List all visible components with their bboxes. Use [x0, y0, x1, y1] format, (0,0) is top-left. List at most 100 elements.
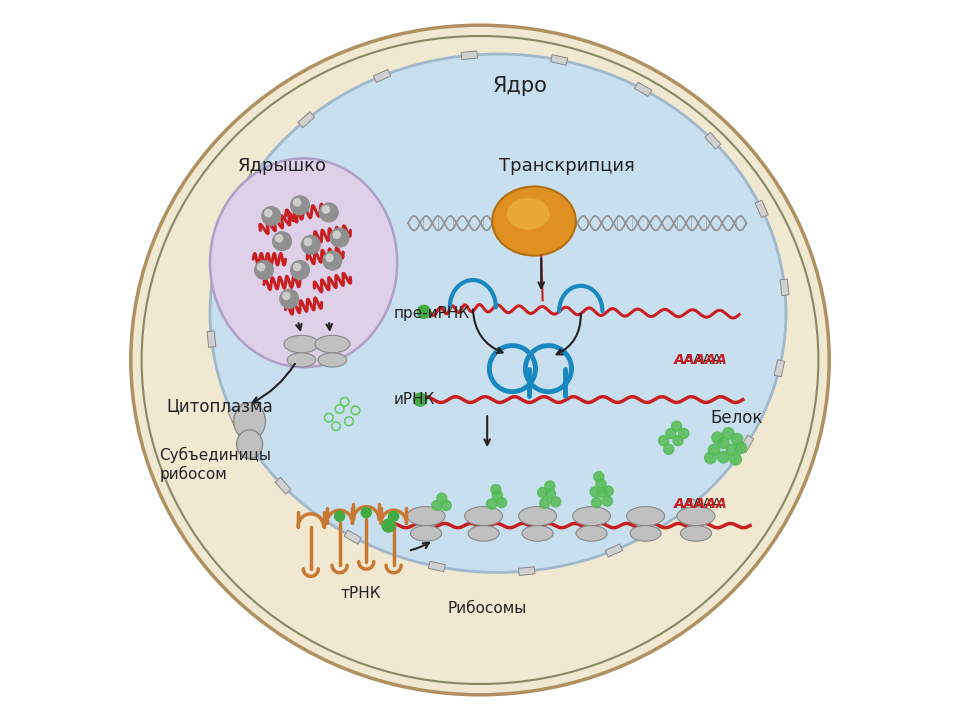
Circle shape: [330, 228, 349, 247]
Ellipse shape: [677, 507, 715, 526]
Ellipse shape: [318, 353, 347, 367]
Ellipse shape: [518, 507, 557, 526]
Circle shape: [590, 487, 600, 497]
Circle shape: [320, 203, 338, 222]
Circle shape: [673, 436, 683, 446]
Ellipse shape: [210, 54, 786, 572]
Circle shape: [262, 207, 280, 225]
Circle shape: [323, 251, 342, 270]
Circle shape: [437, 493, 447, 503]
Circle shape: [294, 199, 300, 206]
Ellipse shape: [465, 507, 503, 526]
Circle shape: [538, 487, 547, 498]
Circle shape: [717, 437, 729, 449]
Circle shape: [254, 261, 274, 279]
Ellipse shape: [522, 526, 553, 541]
Polygon shape: [780, 279, 789, 296]
Polygon shape: [207, 330, 216, 347]
Circle shape: [257, 264, 265, 271]
Circle shape: [672, 421, 682, 431]
Ellipse shape: [576, 526, 607, 541]
Polygon shape: [682, 499, 698, 515]
Circle shape: [550, 497, 561, 507]
Circle shape: [666, 428, 676, 438]
Circle shape: [717, 451, 729, 463]
Circle shape: [326, 254, 333, 261]
Ellipse shape: [411, 526, 442, 541]
Circle shape: [540, 498, 550, 508]
Polygon shape: [228, 409, 241, 426]
Text: иРНК: иРНК: [394, 392, 435, 407]
Circle shape: [304, 238, 312, 246]
Polygon shape: [428, 562, 445, 572]
Text: Рибосомы: Рибосомы: [447, 601, 527, 616]
Circle shape: [603, 496, 612, 506]
Polygon shape: [242, 174, 256, 192]
Circle shape: [663, 444, 674, 454]
Circle shape: [597, 487, 608, 498]
Circle shape: [294, 264, 300, 271]
Circle shape: [301, 235, 321, 254]
Circle shape: [442, 500, 451, 510]
Ellipse shape: [681, 526, 711, 541]
Text: Транскрипция: Транскрипция: [498, 157, 635, 175]
Ellipse shape: [287, 353, 316, 367]
Ellipse shape: [237, 430, 263, 459]
Circle shape: [711, 432, 723, 444]
Text: Ядро: Ядро: [492, 76, 547, 96]
Text: ААААА: ААААА: [674, 353, 728, 367]
Polygon shape: [211, 250, 222, 266]
Circle shape: [679, 428, 688, 438]
Circle shape: [734, 442, 746, 454]
Ellipse shape: [315, 336, 349, 353]
Circle shape: [659, 436, 668, 446]
Polygon shape: [345, 530, 362, 544]
Circle shape: [603, 486, 613, 496]
Circle shape: [487, 499, 496, 509]
Circle shape: [280, 289, 299, 308]
Text: Цитоплазма: Цитоплазма: [167, 398, 274, 416]
Ellipse shape: [284, 336, 319, 353]
Circle shape: [708, 444, 720, 456]
Circle shape: [333, 231, 341, 238]
Ellipse shape: [572, 507, 611, 526]
Ellipse shape: [131, 25, 829, 695]
Circle shape: [323, 206, 329, 213]
Polygon shape: [518, 567, 535, 575]
Polygon shape: [551, 55, 567, 65]
Polygon shape: [461, 51, 477, 60]
Circle shape: [496, 498, 507, 508]
Circle shape: [418, 305, 430, 318]
Circle shape: [593, 472, 604, 482]
Circle shape: [591, 498, 602, 508]
Ellipse shape: [630, 526, 661, 541]
Circle shape: [723, 428, 734, 439]
Text: Белок: Белок: [710, 409, 763, 426]
Circle shape: [361, 508, 372, 518]
Ellipse shape: [468, 526, 499, 541]
Ellipse shape: [210, 158, 397, 367]
Circle shape: [432, 500, 442, 510]
Polygon shape: [739, 435, 754, 452]
Circle shape: [265, 210, 272, 217]
Circle shape: [492, 490, 502, 500]
Polygon shape: [774, 360, 784, 377]
Circle shape: [291, 196, 309, 215]
Circle shape: [334, 511, 345, 521]
Circle shape: [273, 232, 292, 251]
Circle shape: [544, 481, 555, 491]
Circle shape: [596, 479, 606, 489]
Polygon shape: [756, 200, 768, 217]
Circle shape: [283, 292, 290, 300]
Ellipse shape: [507, 198, 550, 230]
Polygon shape: [635, 82, 652, 96]
Polygon shape: [298, 112, 315, 127]
Circle shape: [491, 485, 501, 495]
Text: тРНК: тРНК: [341, 587, 381, 601]
Polygon shape: [373, 69, 391, 82]
Polygon shape: [276, 477, 291, 494]
Ellipse shape: [627, 507, 664, 526]
Circle shape: [389, 511, 398, 521]
Text: ААААА: ААААА: [674, 353, 722, 367]
Ellipse shape: [492, 186, 576, 256]
